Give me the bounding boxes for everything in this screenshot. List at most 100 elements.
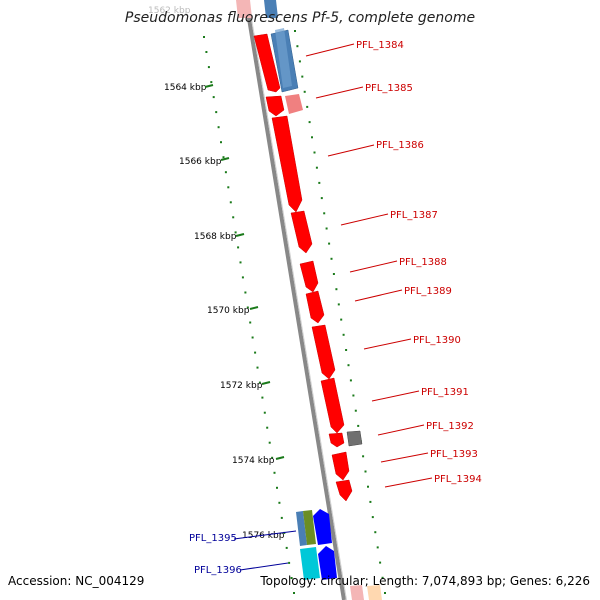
gene-arrow[interactable]	[303, 510, 316, 545]
tick-dot	[357, 424, 360, 427]
tick-dot	[318, 181, 321, 184]
tick-dot	[362, 455, 365, 458]
gene-labels-left: PFL_1395 PFL_1396	[189, 530, 297, 576]
gene-label[interactable]: PFL_1390	[413, 335, 461, 346]
tick-dot	[369, 500, 372, 503]
gene-arrow[interactable]	[311, 324, 336, 380]
scale-label: 1574 kbp	[232, 456, 275, 466]
tick-dot	[306, 105, 309, 108]
gene-features	[236, 0, 382, 600]
tick-dot	[268, 441, 271, 444]
gene-arrow[interactable]	[264, 0, 278, 18]
gene-label[interactable]: PFL_1394	[434, 474, 482, 485]
tick-dot	[320, 197, 323, 200]
gene-arrow[interactable]	[300, 547, 320, 580]
gene-arrow[interactable]	[296, 511, 307, 546]
gene-label[interactable]: PFL_1384	[356, 40, 404, 51]
tick-dot	[212, 96, 215, 99]
gene-label[interactable]: PFL_1387	[390, 210, 438, 221]
tick-dot	[298, 60, 301, 63]
tick-dot	[349, 379, 352, 382]
tick-dot	[290, 577, 293, 579]
tick-dot	[271, 456, 274, 459]
tick-dot	[354, 409, 357, 412]
gene-arrow[interactable]	[290, 210, 313, 254]
tick-dot	[205, 51, 208, 53]
gene-arrow[interactable]	[299, 260, 319, 293]
scale-label: 1570 kbp	[207, 306, 250, 316]
tick-dot	[251, 336, 254, 339]
scale-label: 1566 kbp	[179, 157, 222, 167]
gene-label[interactable]: PFL_1396	[194, 565, 242, 576]
gene-arrow[interactable]	[346, 430, 363, 447]
tick-dot	[263, 411, 266, 414]
gene-arrow[interactable]	[236, 0, 252, 18]
tick-dot	[303, 90, 306, 93]
gene-arrow[interactable]	[331, 451, 350, 481]
tick-dot	[246, 306, 249, 309]
tick-dot	[325, 227, 328, 230]
tick-dot	[244, 291, 247, 294]
tick-dot	[224, 171, 227, 174]
scale-label: 1562 kbp	[148, 6, 191, 16]
gene-arrow[interactable]	[328, 432, 345, 448]
tick-dot	[266, 426, 269, 429]
tick-dot	[210, 81, 213, 84]
tick-dot	[241, 276, 244, 279]
gene-arrow[interactable]	[305, 290, 325, 324]
tick-dot	[232, 216, 235, 219]
gene-label[interactable]: PFL_1391	[421, 387, 469, 398]
map-title: Pseudomonas fluorescens Pf-5, complete g…	[124, 10, 476, 26]
tick-dot	[294, 30, 296, 32]
gene-arrow[interactable]	[320, 377, 345, 434]
tick-dot	[337, 303, 340, 306]
tick-dot	[254, 351, 257, 354]
gene-label[interactable]: PFL_1388	[399, 257, 447, 268]
gene-label[interactable]: PFL_1393	[430, 449, 478, 460]
tick-dot	[323, 212, 326, 215]
tick-dot	[367, 485, 369, 488]
gene-arrow[interactable]	[318, 546, 337, 580]
tick-dot	[234, 231, 237, 234]
gene-arrow[interactable]	[253, 33, 281, 93]
tick-dot	[280, 516, 283, 519]
gene-arrow[interactable]	[313, 509, 332, 545]
scale-label: 1572 kbp	[220, 381, 263, 391]
gene-arrow[interactable]	[335, 479, 353, 502]
tick-dot	[288, 561, 291, 564]
scale-label: 1576 kbp	[242, 531, 285, 541]
genome-summary: Topology: circular; Length: 7,074,893 bp…	[260, 574, 590, 588]
tick-dot	[376, 546, 379, 549]
tick-dot	[239, 261, 242, 264]
gene-arrow[interactable]	[285, 94, 303, 114]
tick-dot	[293, 592, 295, 594]
gene-arrow[interactable]	[271, 115, 303, 213]
tick-dot	[340, 318, 343, 321]
tick-dot	[273, 471, 276, 474]
tick-dot	[207, 66, 210, 69]
gene-label[interactable]: PFL_1392	[426, 421, 474, 432]
gene-arrow[interactable]	[265, 95, 285, 117]
tick-dot	[352, 394, 355, 397]
tick-dot	[237, 246, 240, 249]
tick-dot	[384, 592, 386, 594]
tick-dot	[285, 546, 288, 549]
tick-dot	[227, 186, 230, 189]
gene-label[interactable]: PFL_1389	[404, 286, 452, 297]
gene-label[interactable]: PFL_1385	[365, 83, 413, 94]
scale-label: 1564 kbp	[164, 83, 207, 93]
gene-labels-right: PFL_1384 PFL_1385 PFL_1386 PFL_1387 PFL_…	[305, 40, 482, 488]
gene-label[interactable]: PFL_1395	[189, 533, 237, 544]
tick-dot	[379, 561, 382, 564]
gene-label[interactable]: PFL_1386	[376, 140, 424, 151]
tick-dot	[203, 36, 205, 38]
tick-dot	[258, 381, 261, 384]
tick-dot	[345, 349, 348, 351]
tick-dot	[381, 576, 384, 579]
accession-text: Accession: NC_004129	[8, 574, 145, 588]
tick-dot	[222, 156, 225, 159]
kbp-scale: 1562 kbp 1564 kbp 1566 kbp 1568 kbp 1570…	[148, 6, 285, 541]
tick-dot	[374, 531, 377, 534]
tick-dot	[328, 242, 331, 245]
